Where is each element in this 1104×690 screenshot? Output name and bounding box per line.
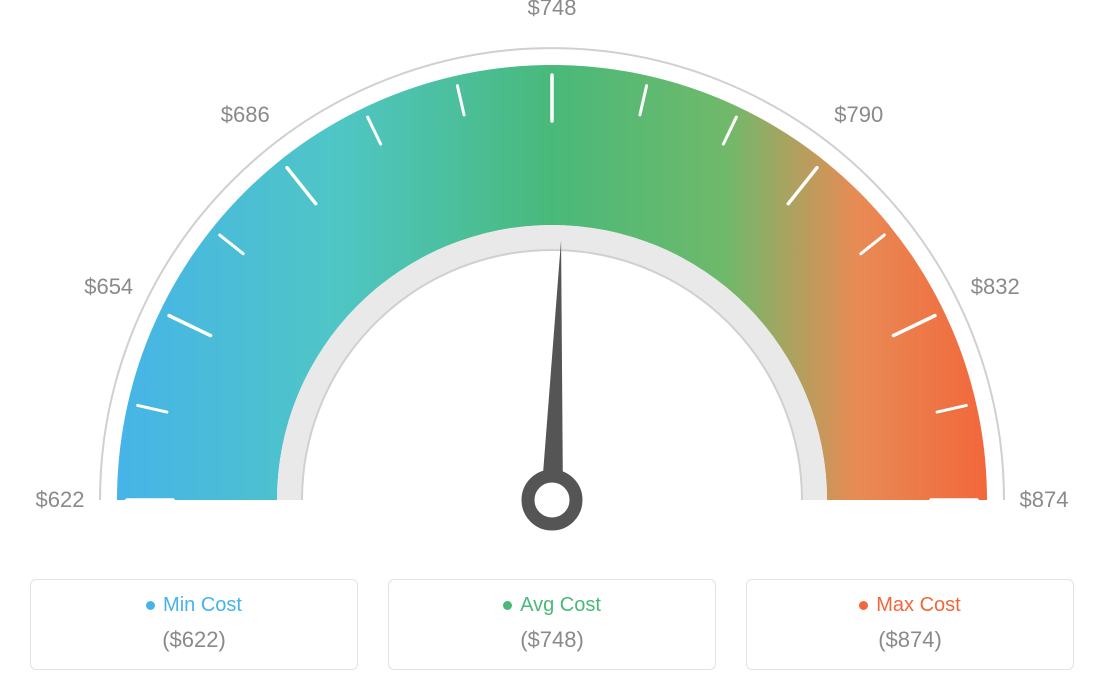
legend-min-card: Min Cost ($622) [30,579,358,670]
gauge-tick-label: $686 [221,102,270,128]
legend-min-title: Min Cost [146,594,242,617]
legend-avg-dot [503,601,512,610]
legend-max-value: ($874) [757,627,1063,653]
legend-max-label: Max Cost [876,594,960,617]
legend-max-dot [859,601,868,610]
gauge-tick-label: $790 [834,102,883,128]
legend-min-label: Min Cost [163,594,242,617]
legend: Min Cost ($622) Avg Cost ($748) Max Cost… [30,579,1074,670]
legend-max-title: Max Cost [859,594,960,617]
gauge-tick-label: $874 [1020,487,1069,513]
gauge-tick-label: $748 [528,0,577,21]
gauge-tick-label: $832 [971,274,1020,300]
legend-min-value: ($622) [41,627,347,653]
legend-avg-value: ($748) [399,627,705,653]
legend-max-card: Max Cost ($874) [746,579,1074,670]
legend-avg-card: Avg Cost ($748) [388,579,716,670]
gauge-tick-label: $622 [36,487,85,513]
legend-avg-label: Avg Cost [520,594,601,617]
legend-min-dot [146,601,155,610]
legend-avg-title: Avg Cost [503,594,601,617]
cost-gauge: $622 $654 $686 $748 $790 $832 $874 [0,0,1104,560]
gauge-tick-label: $654 [84,274,133,300]
